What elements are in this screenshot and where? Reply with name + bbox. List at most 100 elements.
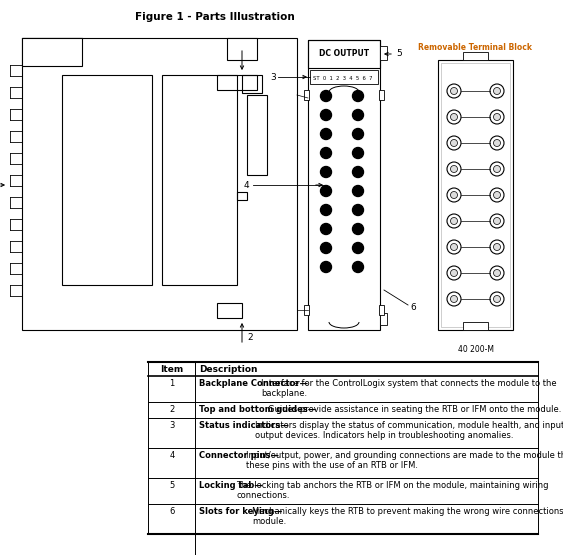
- Bar: [304, 90, 309, 100]
- Bar: [441, 63, 510, 327]
- Text: 5: 5: [396, 49, 402, 58]
- Circle shape: [494, 244, 501, 250]
- Circle shape: [352, 90, 364, 102]
- Text: Item: Item: [160, 365, 184, 374]
- Bar: [379, 90, 384, 100]
- Circle shape: [352, 166, 364, 178]
- Circle shape: [490, 162, 504, 176]
- Circle shape: [352, 185, 364, 196]
- Bar: [380, 313, 387, 325]
- Bar: [308, 40, 380, 330]
- Circle shape: [450, 88, 458, 94]
- Circle shape: [320, 243, 332, 254]
- Text: Indicators display the status of communication, module health, and input/
output: Indicators display the status of communi…: [255, 421, 563, 441]
- Bar: [217, 75, 257, 90]
- Circle shape: [352, 243, 364, 254]
- Circle shape: [450, 191, 458, 199]
- Circle shape: [352, 204, 364, 215]
- Text: The locking tab anchors the RTB or IFM on the module, maintaining wiring
connect: The locking tab anchors the RTB or IFM o…: [236, 481, 549, 501]
- Bar: [227, 38, 257, 60]
- Circle shape: [490, 266, 504, 280]
- Circle shape: [320, 185, 332, 196]
- Circle shape: [352, 109, 364, 120]
- Text: 6: 6: [169, 507, 175, 516]
- Circle shape: [320, 204, 332, 215]
- Circle shape: [450, 244, 458, 250]
- Bar: [237, 192, 247, 200]
- Circle shape: [494, 218, 501, 225]
- Circle shape: [450, 295, 458, 302]
- Bar: [310, 70, 378, 84]
- Circle shape: [494, 295, 501, 302]
- Circle shape: [447, 188, 461, 202]
- Bar: [304, 305, 309, 315]
- Circle shape: [450, 270, 458, 276]
- Bar: [22, 38, 82, 66]
- Circle shape: [490, 110, 504, 124]
- Text: 6: 6: [410, 302, 415, 311]
- Circle shape: [447, 266, 461, 280]
- Text: 2: 2: [247, 334, 253, 342]
- Text: Top and bottom guides—: Top and bottom guides—: [199, 405, 316, 414]
- Text: 4: 4: [169, 451, 175, 460]
- Circle shape: [320, 166, 332, 178]
- Circle shape: [490, 292, 504, 306]
- Text: Slots for keying—: Slots for keying—: [199, 507, 283, 516]
- Circle shape: [320, 261, 332, 273]
- Text: Interface for the ControlLogix system that connects the module to the
backplane.: Interface for the ControlLogix system th…: [261, 379, 557, 398]
- Bar: [22, 38, 297, 330]
- Text: 1: 1: [169, 379, 175, 388]
- Text: 3: 3: [270, 73, 276, 82]
- Text: ST  0  1  2  3  4  5  6  7: ST 0 1 2 3 4 5 6 7: [313, 75, 373, 80]
- Circle shape: [447, 214, 461, 228]
- Circle shape: [494, 139, 501, 147]
- Text: Input/output, power, and grounding connections are made to the module through
th: Input/output, power, and grounding conne…: [246, 451, 563, 471]
- Circle shape: [490, 240, 504, 254]
- Text: Mechanically keys the RTB to prevent making the wrong wire connections to your
m: Mechanically keys the RTB to prevent mak…: [252, 507, 563, 526]
- Bar: [379, 305, 384, 315]
- Circle shape: [450, 139, 458, 147]
- Circle shape: [494, 191, 501, 199]
- Text: Description: Description: [199, 365, 257, 374]
- Bar: [438, 60, 513, 330]
- Circle shape: [494, 165, 501, 173]
- Circle shape: [490, 136, 504, 150]
- Text: 5: 5: [169, 481, 175, 490]
- Circle shape: [320, 148, 332, 159]
- Bar: [242, 75, 262, 93]
- Circle shape: [450, 114, 458, 120]
- Circle shape: [352, 129, 364, 139]
- Circle shape: [447, 110, 461, 124]
- Circle shape: [447, 136, 461, 150]
- Text: Guides provide assistance in seating the RTB or IFM onto the module.: Guides provide assistance in seating the…: [267, 405, 561, 414]
- Text: Status indicators—: Status indicators—: [199, 421, 289, 430]
- Text: Figure 1 - Parts Illustration: Figure 1 - Parts Illustration: [135, 12, 295, 22]
- Circle shape: [447, 240, 461, 254]
- Text: 40 200-M: 40 200-M: [458, 345, 494, 354]
- Circle shape: [352, 261, 364, 273]
- Circle shape: [320, 90, 332, 102]
- Circle shape: [320, 109, 332, 120]
- Text: 2: 2: [169, 405, 175, 414]
- Bar: [308, 40, 380, 68]
- Circle shape: [490, 188, 504, 202]
- Text: Backplane Connector—: Backplane Connector—: [199, 379, 308, 388]
- Text: Locking tab—: Locking tab—: [199, 481, 263, 490]
- Circle shape: [447, 84, 461, 98]
- Circle shape: [320, 129, 332, 139]
- Circle shape: [490, 214, 504, 228]
- Text: 3: 3: [169, 421, 175, 430]
- Circle shape: [320, 224, 332, 235]
- Circle shape: [450, 218, 458, 225]
- Text: Removable Terminal Block: Removable Terminal Block: [418, 43, 533, 53]
- Circle shape: [450, 165, 458, 173]
- Text: DC OUTPUT: DC OUTPUT: [319, 49, 369, 58]
- Bar: [217, 303, 242, 318]
- Bar: [162, 75, 237, 285]
- Circle shape: [352, 224, 364, 235]
- Bar: [62, 75, 152, 285]
- Text: 4: 4: [243, 180, 249, 189]
- Bar: [247, 95, 267, 175]
- Circle shape: [494, 88, 501, 94]
- Bar: [463, 52, 488, 60]
